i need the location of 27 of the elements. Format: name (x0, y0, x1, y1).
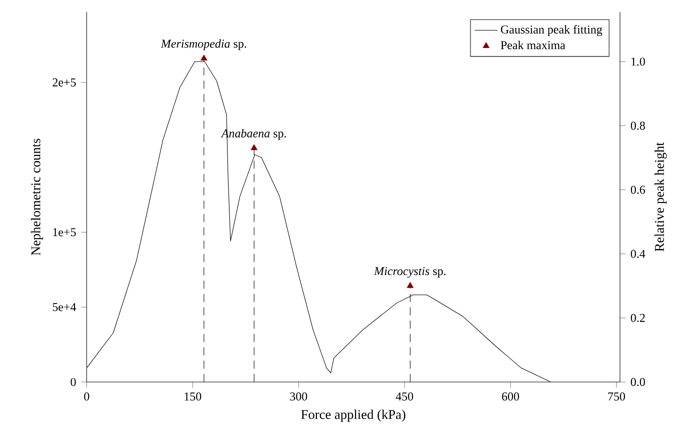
y2-tick-label: 0.8 (630, 122, 645, 130)
y-axis-title: Nephelometric counts (30, 138, 44, 256)
y2-tick-label: 0.4 (630, 250, 646, 258)
y2-tick-label: 0.6 (630, 186, 646, 194)
x-tick-label: 450 (396, 392, 414, 401)
legend-label: Gaussian peak fitting (500, 25, 602, 36)
x-tick-label: 600 (502, 392, 520, 401)
y2-tick-label: 1.0 (631, 58, 645, 66)
y2-tick-label: 0.0 (630, 378, 645, 386)
y-tick-label: 0 (70, 378, 76, 386)
point (406, 282, 414, 288)
annotation: Microcystis sp. (374, 267, 446, 278)
x-axis-title: Force applied (kPa) (301, 410, 406, 422)
legend-label: Peak maxima (500, 40, 566, 50)
y-tick-label: 5e+4 (52, 303, 76, 312)
y-tick-label: 2e+5 (52, 78, 76, 86)
x-tick-label: 0 (84, 392, 90, 401)
x-tick-label: 150 (184, 392, 202, 401)
annotation: Merismopedia sp. (160, 39, 246, 50)
y2-axis-title: Relative peak height (654, 142, 667, 252)
point (250, 144, 258, 150)
x-tick-label: 300 (290, 392, 308, 401)
annotation: Anabaena sp. (220, 129, 286, 140)
point (200, 54, 208, 60)
x-tick-label: 750 (608, 392, 626, 401)
y-tick-label: 1e+5 (53, 228, 76, 236)
y2-tick-label: 0.2 (630, 314, 645, 322)
